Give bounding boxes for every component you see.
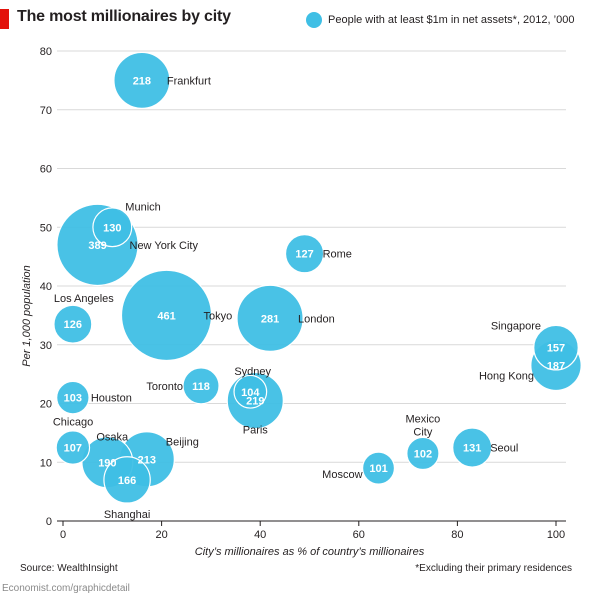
bubble-value-label: 102	[414, 448, 432, 460]
city-label: Rome	[323, 249, 352, 261]
bubble-value-label: 187	[547, 360, 565, 372]
bubble-value-label: 190	[98, 457, 116, 469]
y-tick-label: 60	[40, 164, 52, 176]
bubble-value-label: 130	[103, 222, 121, 234]
y-tick-label: 50	[40, 222, 52, 234]
bubble	[113, 51, 171, 109]
bubble-value-label: 104	[241, 387, 260, 399]
y-tick-label: 10	[40, 457, 52, 469]
bubble-value-label: 389	[88, 240, 106, 252]
city-label: Hong Kong	[479, 370, 534, 382]
city-label: Los Angeles	[54, 293, 114, 305]
city-label: Chicago	[53, 417, 93, 429]
bubble-value-label: 118	[192, 381, 210, 393]
x-tick-label: 0	[60, 529, 66, 541]
bubble	[452, 427, 493, 468]
city-label: Sydney	[234, 366, 271, 378]
city-label: Frankfurt	[167, 75, 211, 87]
x-tick-label: 40	[254, 529, 266, 541]
bubble	[182, 367, 220, 405]
footnote: *Excluding their primary residences	[415, 563, 572, 574]
x-tick-label: 20	[155, 529, 167, 541]
city-label: London	[298, 313, 335, 325]
bubble-value-label: 218	[133, 75, 151, 87]
bubble-value-label: 461	[157, 310, 175, 322]
bubble-value-label: 131	[463, 443, 481, 455]
city-label: Osaka	[96, 431, 129, 443]
bubble	[533, 324, 579, 371]
city-label: Toronto	[146, 381, 183, 393]
legend-label: People with at least $1m in net assets*,…	[328, 14, 575, 26]
city-label: Moscow	[322, 469, 362, 481]
bubble	[361, 451, 396, 485]
x-tick-label: 80	[451, 529, 463, 541]
source-note: Source: WealthInsight	[20, 563, 118, 574]
x-axis-label: City’s millionaires as % of country’s mi…	[195, 546, 425, 558]
source-url: Economist.com/graphicdetail	[2, 583, 130, 594]
bubble-value-label: 101	[369, 463, 387, 475]
bubble-value-label: 219	[246, 396, 264, 408]
city-label: Singapore	[491, 321, 541, 333]
bubble	[120, 269, 213, 362]
city-label: Paris	[243, 425, 269, 437]
accent-tag	[0, 9, 9, 29]
city-label: New York City	[130, 240, 199, 252]
city-label: Mexico City	[405, 413, 440, 438]
bubble	[103, 456, 151, 504]
bubble-value-label: 157	[547, 343, 565, 355]
bubble-value-label: 103	[64, 393, 82, 405]
bubble-value-label: 281	[261, 313, 279, 325]
x-tick-label: 60	[353, 529, 365, 541]
city-label: Shanghai	[104, 509, 151, 521]
bubble	[406, 436, 440, 471]
bubble	[56, 380, 90, 415]
bubble	[233, 374, 268, 409]
bubble	[92, 207, 133, 248]
y-axis-label: Per 1,000 population	[21, 265, 33, 367]
legend-bubble-icon	[306, 12, 322, 28]
y-tick-label: 0	[46, 516, 52, 528]
city-label: Houston	[91, 393, 132, 405]
chart-title: The most millionaires by city	[17, 8, 231, 25]
city-label: Tokyo	[204, 310, 233, 322]
city-label: Beijing	[166, 436, 199, 448]
bubble	[55, 430, 91, 465]
bubble-value-label: 126	[64, 319, 82, 331]
y-tick-label: 70	[40, 105, 52, 117]
bubble-value-label: 166	[118, 475, 136, 487]
bubble	[236, 284, 304, 352]
y-tick-label: 40	[40, 281, 52, 293]
bubble	[53, 304, 93, 344]
bubble	[284, 234, 325, 274]
bubble-value-label: 107	[64, 443, 82, 455]
x-tick-label: 100	[547, 529, 565, 541]
legend: People with at least $1m in net assets*,…	[306, 12, 574, 28]
y-tick-label: 30	[40, 340, 52, 352]
y-tick-label: 20	[40, 399, 52, 411]
bubble-value-label: 213	[138, 454, 156, 466]
city-label: Seoul	[490, 443, 518, 455]
bubble-value-label: 127	[295, 249, 313, 261]
city-label: Munich	[125, 201, 160, 213]
y-tick-label: 80	[40, 46, 52, 58]
